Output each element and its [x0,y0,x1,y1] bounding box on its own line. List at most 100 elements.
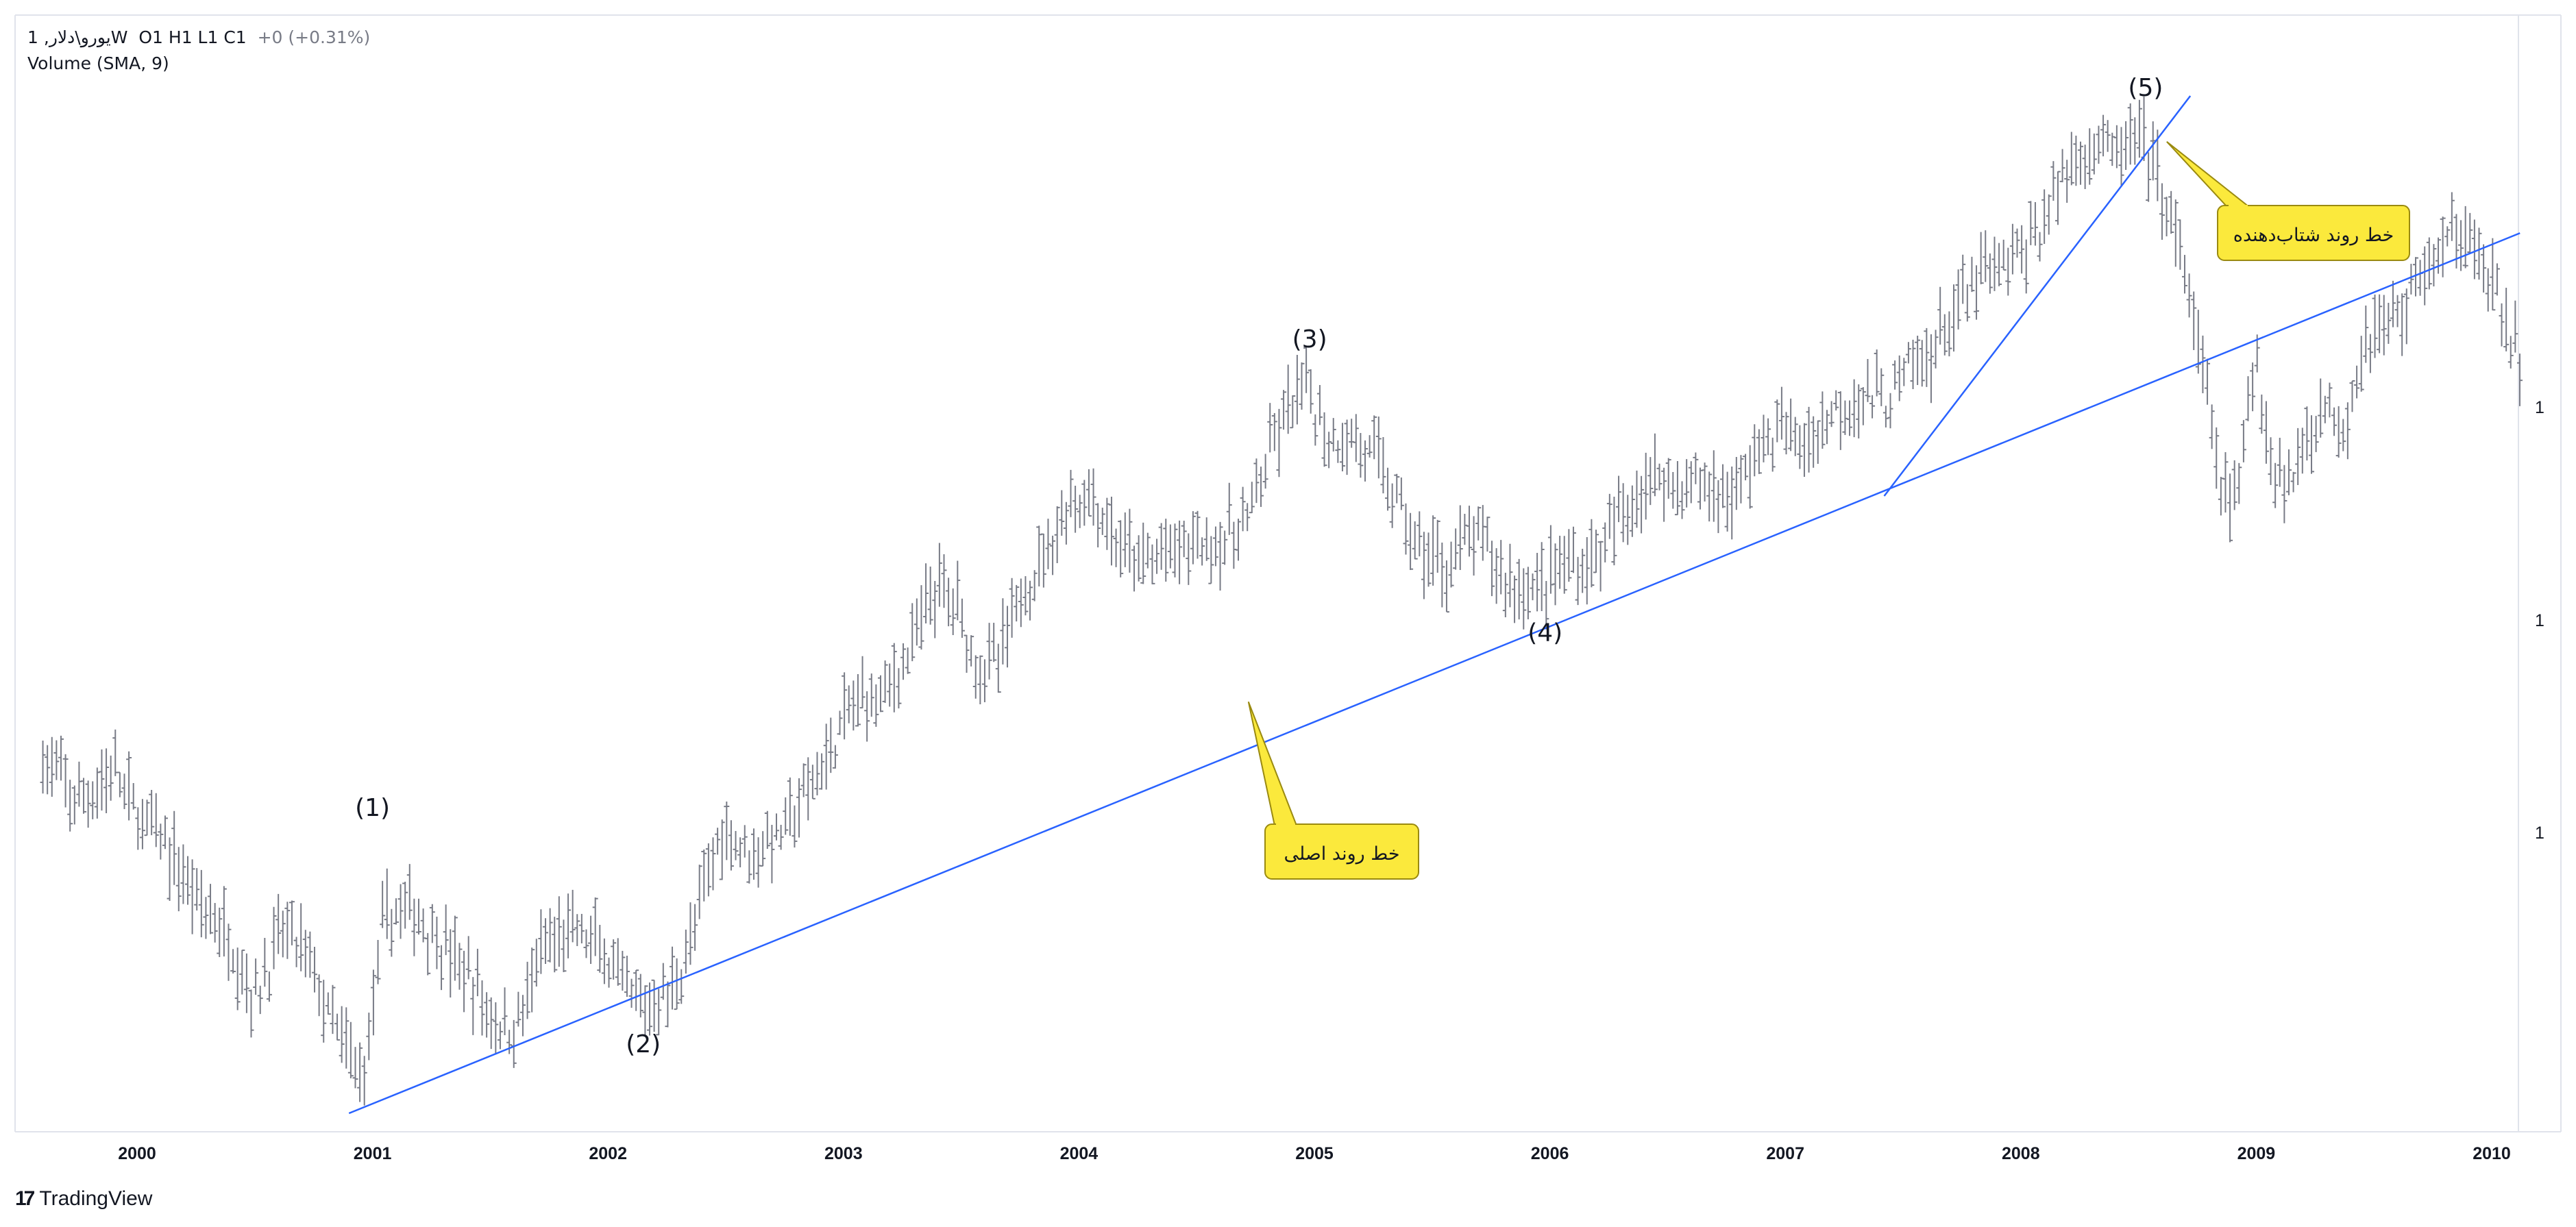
price-bar [1471,516,1477,576]
price-bar [121,773,127,810]
price-bar [2331,407,2338,436]
price-bar [1403,503,1409,555]
price-bar [1670,472,1676,509]
price-bar [384,868,390,939]
price-bar [2200,335,2206,394]
price-bar [307,931,313,978]
price-bar [135,807,141,850]
price-bar [1652,433,1658,497]
price-bar [968,635,974,667]
tradingview-footer[interactable]: 17 TradingView [15,1187,152,1211]
price-bar [1575,556,1581,606]
price-bar [1538,542,1545,611]
price-axis[interactable]: 1 1 1 [2535,398,2544,843]
price-bar [828,717,834,773]
price-bar [1416,511,1423,557]
price-bar [1606,493,1612,539]
price-bar [167,837,173,902]
price-bar [842,672,848,740]
price-bar [2127,103,2133,165]
price-bar [583,929,589,958]
price-bar [2408,264,2414,295]
price-bar [850,680,857,731]
trendline-accelerating[interactable] [1883,95,2192,497]
price-bar [2146,152,2152,202]
price-bar [1022,576,1029,616]
symbol-legend[interactable]: 1 ,یورو\دلارW O1 H1 L1 C1 +0 (+0.31%) [27,27,370,47]
price-bar [2118,127,2124,186]
price-bar [1955,269,1961,330]
price-bar [212,903,218,943]
price-bar [719,819,725,880]
price-bar [162,815,168,850]
price-bar [628,978,635,1008]
price-bar [1299,362,1305,410]
price-bar [1136,535,1142,582]
price-bar [2299,427,2305,474]
indicator-name[interactable]: Volume (SMA, 9) [27,53,169,73]
price-bar [2471,219,2477,280]
price-bar [1231,521,1237,569]
price-bar [556,896,562,967]
price-bar [1761,414,1767,462]
price-bar [1715,480,1721,534]
price-bar [370,969,376,1036]
price-bar [733,830,739,860]
price-bar [1104,497,1110,550]
trendlines[interactable] [348,95,2520,1115]
price-bar [959,598,965,639]
price-bar [2068,132,2074,186]
price-bar [1186,533,1192,585]
price-bar [538,909,544,974]
price-bar [2277,438,2283,487]
price-bar [2344,402,2351,460]
price-bar [1480,505,1486,561]
price-bar [1054,506,1060,564]
price-bar [497,1021,503,1050]
price-bar [1865,359,1871,402]
price-bar [1684,459,1690,508]
callout-main[interactable]: خط روند اصلی [1247,701,1419,880]
price-bar [882,660,888,704]
price-bar [2422,246,2428,306]
price-bar [1561,536,1567,594]
price-bar [1113,528,1119,567]
price-bar [1167,524,1173,569]
price-bar [1466,506,1472,557]
price-bar [1665,458,1671,499]
price-bar [1081,480,1088,526]
trendline-main[interactable] [348,232,2520,1115]
price-bar [1448,541,1454,588]
price-bar [891,643,897,712]
price-bar [2507,336,2514,369]
price-bar [2218,477,2224,516]
callout-accelerating[interactable]: خط روند شتاب‌دهنده [2166,140,2410,261]
price-bar [2281,464,2287,523]
price-bar [1924,327,1930,387]
price-bar [1507,543,1513,608]
wave-label: (2) [626,1030,661,1058]
price-bar [2272,462,2279,508]
price-bar [1000,598,1006,665]
price-bar [2268,437,2274,486]
price-bar [62,754,69,808]
trendline-callouts[interactable]: خط روند اصلی خط روند شتاب‌دهنده [1247,140,2410,880]
price-bar [2000,239,2007,271]
volume-indicator-legend[interactable]: Volume (SMA, 9) [27,53,169,73]
price-bar [2181,255,2187,294]
price-bar [439,945,445,991]
price-bar [1512,575,1518,623]
price-bar [1462,514,1468,545]
price-bar [2150,121,2156,181]
price-bar [2285,449,2292,495]
time-axis[interactable]: 2000 2001 2002 2003 2004 2005 2006 2007 2008 2009… [118,1144,2511,1163]
price-bar [2254,334,2260,373]
callout-text: خط روند اصلی [1284,843,1399,865]
price-bar [986,623,992,680]
price-bar [149,790,155,836]
price-bar [2028,201,2034,245]
symbol-name[interactable]: 1 ,یورو\دلارW [27,27,128,47]
price-bar [1362,440,1369,482]
price-bar [1014,584,1020,622]
